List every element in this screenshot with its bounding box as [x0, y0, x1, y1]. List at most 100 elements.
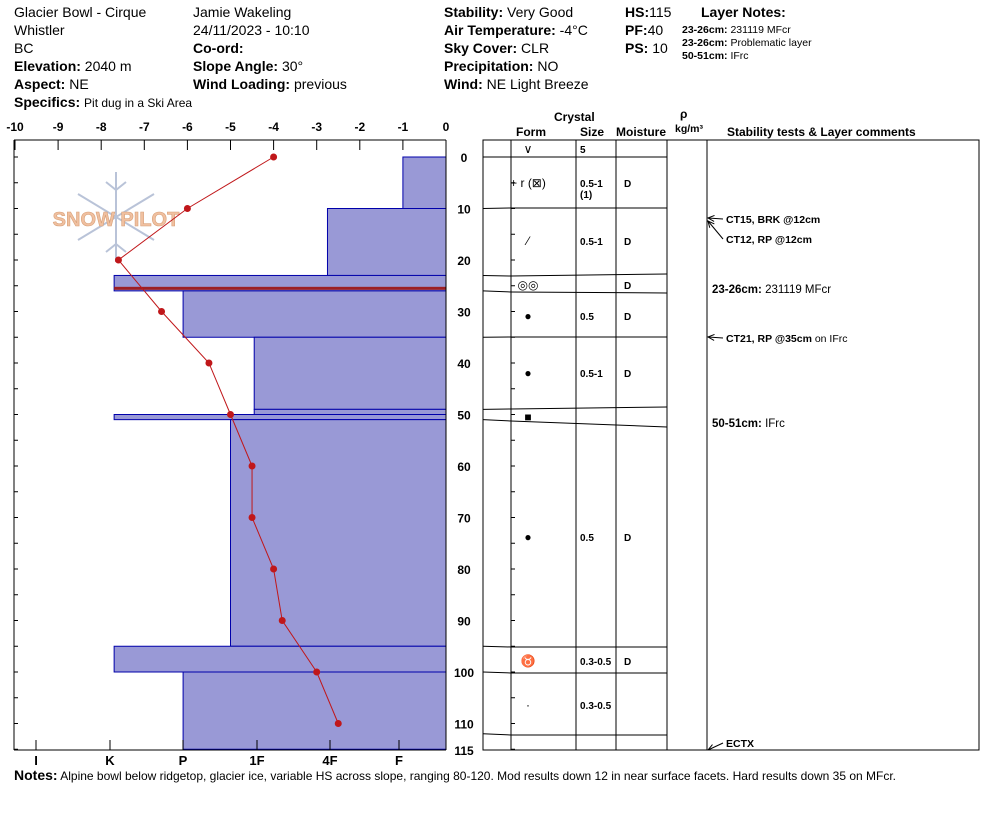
depth-tick-label: 100: [454, 666, 474, 680]
crystal-form-symbol: ■: [524, 410, 531, 424]
crystal-size: 5: [580, 145, 586, 156]
depth-tick-label: 70: [457, 512, 471, 526]
hardness-layer-bar: [182, 290, 447, 338]
crystal-size: 0.5-1: [580, 237, 603, 248]
hardness-tick-label: 1F: [249, 753, 264, 768]
temp-point: [270, 153, 278, 161]
depth-tick-label: 30: [457, 306, 471, 320]
moisture-value: D: [624, 312, 631, 323]
hardness-tick-label: P: [179, 753, 188, 768]
slope-field: Slope Angle: 30°: [193, 58, 303, 74]
crystal-form-symbol: ♉: [521, 654, 536, 668]
moisture-value: D: [624, 237, 631, 248]
temp-point: [334, 720, 342, 727]
temp-point: [205, 359, 213, 367]
snowpilot-logo: SNOW PILOT: [52, 172, 180, 262]
snowpilot-logo-text: SNOW PILOT: [53, 209, 180, 231]
temp-tick-label: -1: [398, 120, 409, 134]
stability-test-result: CT15, BRK @12cm: [726, 214, 820, 226]
temp-tick-label: -4: [268, 120, 279, 134]
layer-boundary: [510, 273, 668, 277]
crystal-form-symbol: ●: [524, 309, 531, 323]
layer-note: 23-26cm: Problematic layer: [682, 37, 812, 49]
test-pointer: [707, 742, 724, 751]
density-rho-header: ρ: [680, 107, 688, 121]
specifics-value: Pit dug in a Ski Area: [84, 96, 193, 110]
layer-comment: 50-51cm: IFrc: [712, 418, 785, 430]
crystal-size: 0.5: [580, 533, 594, 544]
crystal-form-symbol: ●: [524, 366, 531, 380]
air-temp-label: Air Temperature:: [444, 22, 556, 38]
specifics-field: Specifics: Pit dug in a Ski Area: [14, 94, 192, 110]
precip-label: Precipitation:: [444, 58, 534, 74]
test-pointer-head: [706, 333, 715, 341]
hardness-tick-label: I: [34, 753, 38, 768]
stability-test-result: CT12, RP @12cm: [726, 234, 812, 246]
temp-point: [158, 308, 166, 315]
air-temp-value: -4°C: [559, 22, 588, 38]
moisture-value: D: [624, 533, 631, 544]
elevation-label: Elevation:: [14, 58, 81, 74]
moisture-header: Moisture: [616, 125, 667, 139]
elevation-value: 2040 m: [84, 58, 132, 74]
slope-value: 30°: [281, 58, 304, 74]
wind-loading-field: Wind Loading: previous: [193, 76, 347, 92]
layer-boundary: [510, 291, 668, 294]
crystal-form-symbol: ·: [526, 698, 530, 712]
test-pointer-head: [706, 744, 716, 751]
layer-comment: 23-26cm: 231119 MFcr: [712, 284, 831, 296]
pf-label: PF:: [625, 22, 648, 38]
ps-value: 10: [652, 40, 668, 56]
hs-field: HS:115: [625, 4, 671, 20]
layer-boundary: [510, 406, 668, 410]
test-pointer: [707, 336, 724, 339]
temp-point: [270, 565, 278, 573]
observation-datetime: 24/11/2023 - 10:10: [193, 22, 310, 38]
layer-boundary-connector: [482, 274, 512, 277]
moisture-value: D: [624, 369, 631, 380]
test-pointer: [707, 217, 724, 220]
temp-point: [227, 411, 234, 418]
crystal-size: 0.5-1: [580, 179, 603, 190]
depth-tick-label: 10: [457, 203, 471, 217]
coord-label: Co-ord:: [193, 40, 244, 56]
crystal-header: Crystal: [554, 110, 595, 124]
layer-boundary-connector: [482, 671, 512, 674]
hardness-layer-bar: [182, 671, 447, 750]
stability-label: Stability:: [444, 4, 504, 20]
wind-loading-label: Wind Loading:: [193, 76, 291, 92]
hardness-tick-label: 4F: [322, 753, 337, 768]
province-name: BC: [14, 40, 34, 56]
temp-tick-label: -3: [311, 120, 322, 134]
hardness-tick-label: K: [105, 753, 115, 768]
elevation-field: Elevation: 2040 m: [14, 58, 132, 74]
hardness-bars: [113, 156, 447, 750]
temp-tick-label: -5: [225, 120, 236, 134]
observer-name: Jamie Wakeling: [193, 4, 292, 20]
test-pointer: [707, 220, 724, 240]
sky-label: Sky Cover:: [444, 40, 518, 56]
stability-test-result: CT21, RP @35cm on IFrc: [726, 333, 848, 345]
stability-tests: CT15, BRK @12cm CT12, RP @12cm CT21, RP @3…: [706, 214, 848, 751]
hs-value: 115: [649, 4, 672, 20]
notes-field: Notes: Alpine bowl below ridgetop, glaci…: [14, 767, 896, 783]
hardness-tick-label: F: [395, 753, 403, 768]
hardness-layer-bar: [253, 408, 447, 416]
chart-axes: -10 -9 -8 -7 -6 -5 -4 -3 -2 -1 0I K P 1F 4F F0102030405…: [6, 120, 474, 768]
location-name: Glacier Bowl - Cirque: [14, 4, 147, 20]
test-pointer-head: [707, 220, 715, 228]
hardness-layer-bar: [113, 414, 447, 421]
crystal-form-symbol: + r (⊠): [510, 176, 546, 190]
stability-test-result: ECTX: [726, 738, 754, 750]
table-frame: [482, 139, 980, 751]
pf-value: 40: [647, 22, 664, 38]
layer-boundary: [510, 420, 668, 428]
depth-tick-label: 90: [457, 615, 471, 629]
crystal-form-symbol: ◎◎: [518, 278, 539, 292]
hs-label: HS:: [625, 4, 650, 20]
layer-note: 23-26cm: 231119 MFcr: [682, 24, 791, 36]
layer-boundary-connector: [482, 290, 512, 293]
temperature-profile: [114, 153, 342, 727]
slope-label: Slope Angle:: [193, 58, 279, 74]
temp-tick-label: -8: [96, 120, 107, 134]
